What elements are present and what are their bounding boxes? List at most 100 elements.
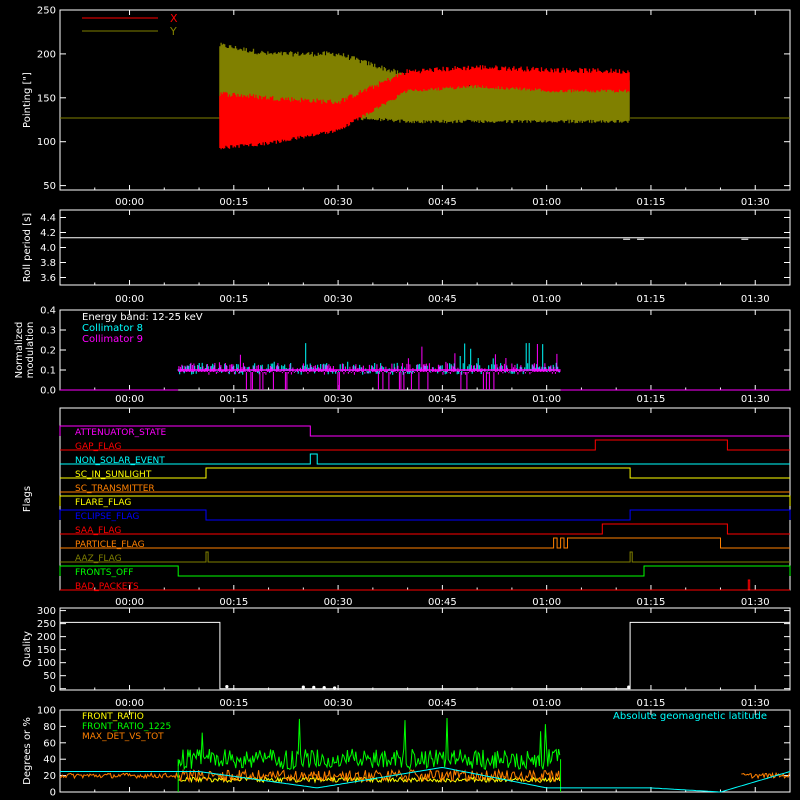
panel-frame [59, 9, 791, 191]
y-tick-label: 100 [37, 706, 56, 717]
x-tick-label: 01:30 [741, 597, 770, 608]
legend-label-latitude: Absolute geomagnetic latitude [613, 711, 767, 722]
legend-label: FRONT_RATIO [82, 712, 144, 722]
y-tick-label: 200 [37, 49, 56, 60]
x-tick-label: 00:30 [324, 197, 353, 208]
series-geomagnetic-latitude [60, 766, 791, 793]
x-tick-label: 01:00 [532, 394, 561, 405]
legend-label: X [170, 12, 178, 25]
legend-label: FRONT_RATIO_1225 [82, 722, 171, 732]
y-tick-label: 100 [37, 658, 56, 669]
x-tick-label: 01:00 [532, 698, 561, 709]
y-tick-label: 4.4 [40, 213, 56, 224]
flag-line [59, 509, 791, 521]
x-tick-label: 01:30 [741, 394, 770, 405]
x-tick-label: 00:15 [219, 698, 248, 709]
y-axis-label: Quality [22, 631, 33, 667]
y-tick-label: 4.0 [40, 243, 56, 254]
flag-line [60, 523, 790, 535]
x-tick-label: 01:30 [741, 698, 770, 709]
flag-label: GAP_FLAG [75, 442, 121, 452]
flag-line [60, 551, 790, 563]
y-axis-label: Normalized [14, 322, 25, 379]
x-tick-label: 01:15 [637, 294, 666, 305]
panel-ratios: 0 20 40 60 80 100 Degrees or % FRONT_RATIOFRONT… [22, 706, 791, 799]
y-tick-label: 3.6 [40, 273, 56, 284]
y-tick-label: 50 [43, 181, 56, 192]
y-axis-label: Pointing ["] [22, 72, 33, 128]
y-tick-label: 60 [43, 738, 56, 749]
y-tick-label: 40 [43, 755, 56, 766]
flag-label: FLARE_FLAG [75, 498, 131, 508]
y-tick-label: 0.2 [40, 346, 56, 357]
quality-point [322, 686, 326, 690]
flag-line [60, 439, 790, 451]
x-tick-label: 01:00 [532, 597, 561, 608]
x-tick-label: 00:45 [428, 597, 457, 608]
quality-line [60, 621, 790, 690]
x-tick-label: 00:15 [219, 197, 248, 208]
y-tick-label: 250 [37, 619, 56, 630]
flag-line [59, 565, 791, 577]
panel-roll: 00:00 00:15 00:30 00:45 01:00 01:15 01:30 3.6 3.… [22, 209, 791, 305]
flag-label: BAD_PACKETS [75, 582, 139, 592]
panel-frame [59, 709, 791, 793]
x-tick-label: 00:30 [324, 698, 353, 709]
legend-label: Energy band: 12-25 keV [82, 312, 203, 323]
y-tick-label: 150 [37, 645, 56, 656]
y-tick-label: 0.0 [40, 386, 56, 397]
x-tick-label: 00:45 [428, 197, 457, 208]
x-tick-label: 01:15 [637, 597, 666, 608]
x-tick-label: 00:30 [324, 597, 353, 608]
flag-line [60, 467, 790, 479]
y-tick-label: 0.4 [40, 306, 56, 317]
y-tick-label: 250 [37, 6, 56, 17]
y-tick-label: 0 [50, 788, 56, 799]
panel-pointing: 00:00 00:15 00:30 00:45 01:00 01:15 01:30 50 100… [22, 6, 791, 208]
x-tick-label: 01:30 [741, 197, 770, 208]
flag-line [60, 579, 790, 591]
y-tick-label: 80 [43, 722, 56, 733]
legend-label: MAX_DET_VS_TOT [82, 732, 164, 742]
x-tick-label: 00:15 [219, 394, 248, 405]
quality-point [333, 686, 337, 690]
x-tick-label: 00:15 [219, 597, 248, 608]
y-tick-label: 20 [43, 771, 56, 782]
x-tick-label: 00:00 [115, 294, 144, 305]
y-axis-label: Roll period [s] [22, 213, 33, 282]
panel-quality: 00:00 00:15 00:30 00:45 01:00 01:15 01:30 0 50 10… [22, 606, 791, 709]
panels: 00:00 00:15 00:30 00:45 01:00 01:15 01:30 50 100… [14, 6, 791, 799]
x-tick-label: 00:30 [324, 294, 353, 305]
x-tick-label: 00:00 [115, 394, 144, 405]
flag-line [60, 537, 790, 549]
y-tick-label: 50 [43, 671, 56, 682]
x-tick-label: 01:00 [532, 197, 561, 208]
flag-label: ATTENUATOR_STATE [75, 428, 167, 438]
flag-line [59, 495, 791, 506]
series-x [219, 65, 630, 150]
y-tick-label: 300 [37, 606, 56, 617]
legend-label: Collimator 8 [82, 323, 143, 334]
y-tick-label: 0.3 [40, 326, 56, 337]
x-tick-label: 00:00 [115, 197, 144, 208]
x-tick-label: 01:00 [532, 294, 561, 305]
flag-label: SC_IN_SUNLIGHT [75, 470, 152, 480]
x-tick-label: 00:45 [428, 698, 457, 709]
flag-label: PARTICLE_FLAG [75, 540, 145, 550]
flag-label: SAA_FLAG [75, 526, 121, 536]
x-tick-label: 00:45 [428, 394, 457, 405]
flag-label: NON_SOLAR_EVENT [75, 456, 165, 466]
x-tick-label: 01:15 [637, 197, 666, 208]
panel-flags: 00:00 00:15 00:30 00:45 01:00 01:15 01:30 Flags… [22, 407, 791, 608]
flag-line [60, 453, 790, 465]
x-tick-label: 00:30 [324, 394, 353, 405]
y-tick-label: 200 [37, 632, 56, 643]
y-tick-label: 0 [50, 684, 56, 695]
y-tick-label: 0.1 [40, 366, 56, 377]
quality-point [301, 685, 305, 689]
quality-point [627, 685, 631, 689]
y-tick-label: 3.8 [40, 258, 56, 269]
legend-label: Y [169, 25, 177, 38]
